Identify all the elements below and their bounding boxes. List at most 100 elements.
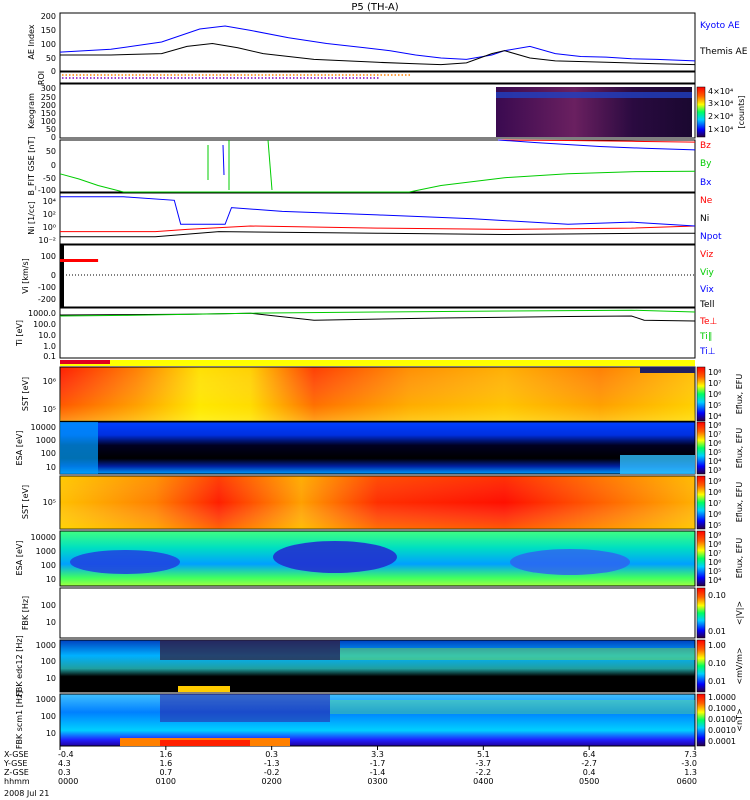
fbk-scm-panel: FBK scm1 [Hz] 1000 100 10 1.0000 0.1000 … — [15, 691, 744, 749]
legend-themis-ae: Themis AE — [699, 47, 748, 57]
esa-ion-end — [620, 455, 695, 474]
density-series-ne-line — [60, 225, 696, 233]
temperature-ytick: 10.0 — [38, 331, 56, 340]
ae-series-kyoto-ae-line — [59, 25, 696, 62]
fbk-edc-panel: FBK edc12 [Hz] 1000 100 10 1.00 0.10 0.0… — [15, 635, 744, 696]
fbk-scm-colorbar — [696, 693, 706, 747]
row-label-z-gse: Z-GSE — [4, 768, 29, 777]
date-label: 2008 Jul 21 — [4, 789, 49, 798]
sst-ion-overlay — [60, 367, 695, 421]
esa-electron-colorbar — [696, 530, 706, 587]
fbk-empty-ylabel: FBK [Hz] — [21, 596, 30, 630]
bfield-series-bz-line — [498, 139, 696, 143]
time-axis-z-value: 0.7 — [159, 768, 172, 777]
ae-ytick: 100 — [41, 40, 56, 49]
density-ytick: 10⁻² — [38, 236, 56, 245]
esa-ion-start — [60, 422, 98, 474]
fbk-edc-spectrogram — [59, 639, 696, 693]
fbk-edc-cb-tick: 0.01 — [708, 677, 726, 686]
legend-vix: Vix — [700, 285, 714, 295]
fbk-empty-cb-label: <|V|> — [735, 601, 744, 625]
sst-ion-cb-tick: 10⁷ — [708, 379, 721, 388]
legend-bx: Bx — [700, 178, 712, 188]
keogram-ytick: 300 — [41, 84, 56, 93]
temperature-ytick: 1.0 — [43, 342, 56, 351]
time-axis-z-value: -0.2 — [264, 768, 280, 777]
sst-ion-cb-tick: 10⁵ — [708, 401, 721, 410]
keogram-yticks: 300 250 200 150 100 50 0 — [41, 84, 56, 142]
keogram-cb-tick: 1×10⁴ — [708, 125, 733, 134]
fbk-empty-panel: FBK [Hz] 100 10 0.10 0.01 <|V|> — [21, 587, 744, 639]
fbk-empty-ytick: 100 — [41, 601, 56, 610]
esa-ion-cb-tick: 10⁶ — [708, 439, 721, 448]
keogram-cb-tick: 3×10⁴ — [708, 99, 733, 108]
time-axis-x-value: 6.4 — [583, 750, 596, 759]
fbk-empty-cb-tick: 0.01 — [708, 627, 726, 636]
esa-ion-ylabel: ESA [eV] — [15, 431, 24, 466]
esa-ion-ytick: 1000 — [36, 436, 56, 445]
fbk-scm-low-core — [160, 740, 250, 746]
esa-ion-ytick: 10000 — [31, 423, 56, 432]
fbk-edc-ylabel: FBK edc12 [Hz] — [15, 635, 24, 696]
sst-electron-colorbar — [696, 475, 706, 530]
time-axis-t-value: 0200 — [261, 777, 281, 786]
legend-tell: Tell — [699, 300, 715, 310]
esa-electron-ytick: 10 — [46, 575, 56, 584]
fbk-edc-ytick: 1000 — [36, 641, 56, 650]
time-axis-x-value: 1.6 — [159, 750, 172, 759]
esa-electron-panel: ESA [eV] 10000 1000 100 10 10⁹ 10⁸ 10⁷ 1… — [15, 530, 744, 587]
sst-ion-ylabel: SST [eV] — [21, 377, 30, 411]
time-axis-y-value: -3.0 — [681, 759, 697, 768]
velocity-ytick: -100 — [38, 283, 56, 292]
time-axis-x-value: 3.3 — [371, 750, 384, 759]
legend-bz: Bz — [700, 141, 711, 151]
esa-ion-panel: ESA [eV] 10000 1000 100 10 10⁸ 10⁷ 10⁶ 1… — [15, 421, 744, 475]
esa-electron-ytick: 1000 — [36, 547, 56, 556]
fbk-edc-colorbar — [696, 639, 706, 693]
density-panel: Ni [1/cc] 10⁴ 10² 10⁰ 10⁻² Ne Ni Npot — [27, 192, 722, 245]
time-axis-t-value: 0600 — [677, 777, 697, 786]
velocity-ytick: 0 — [51, 271, 56, 280]
bfield-ytick: 0 — [51, 161, 56, 170]
time-axis-t-value: 0100 — [156, 777, 176, 786]
time-axis-x-value: 5.1 — [477, 750, 490, 759]
fbk-edc-cb-tick: 1.00 — [708, 641, 726, 650]
esa-ion-cb-tick: 10⁴ — [708, 457, 721, 466]
legend-ti-par: Ti∥ — [699, 332, 712, 342]
sst-ion-colorbar — [696, 366, 706, 422]
temperature-ylabel: Ti [eV] — [15, 320, 24, 347]
esa-ion-cb-label: Eflux, EFU — [735, 428, 744, 469]
roi-panel: ROI — [37, 71, 696, 85]
velocity-frame — [59, 244, 696, 308]
esa-electron-cb-tick: 10⁷ — [708, 549, 721, 558]
fbk-edc-dark — [160, 640, 340, 660]
fbk-empty-cb-tick: 0.10 — [708, 591, 726, 600]
time-axis-y-value: 1.6 — [159, 759, 172, 768]
keogram-ytick: 200 — [41, 101, 56, 110]
sst-ion-panel: SST [eV] 10⁶ 10⁵ 10⁸ 10⁷ 10⁶ 10⁵ 10⁴ Efl… — [21, 366, 744, 422]
fbk-scm-cb-tick: 0.1000 — [708, 704, 736, 713]
sst-electron-ylabel: SST [eV] — [21, 485, 30, 519]
legend-by: By — [700, 159, 712, 169]
sst-ion-ytick: 10⁶ — [43, 377, 56, 386]
esa-electron-ytick: 100 — [41, 561, 56, 570]
legend-ne: Ne — [700, 196, 713, 206]
keogram-ytick: 150 — [41, 109, 56, 118]
fbk-empty-colorbar — [696, 587, 706, 639]
sst-ion-cb-tick: 10⁶ — [708, 390, 721, 399]
ae-yticks: 200 150 100 50 0 — [41, 12, 56, 76]
time-axis-y-value: -1.3 — [264, 759, 280, 768]
time-axis-t-value: 0300 — [367, 777, 387, 786]
fbk-scm-ytick: 1000 — [36, 695, 56, 704]
time-axis-t-value: 0400 — [473, 777, 493, 786]
esa-electron-blob — [70, 550, 180, 574]
time-axis-z-value: 0.3 — [58, 768, 71, 777]
density-plot-area — [60, 196, 696, 238]
bfield-frame — [59, 139, 696, 193]
legend-viz: Viz — [700, 250, 713, 260]
keogram-panel: Keogram 300 250 200 150 100 50 0 4×10⁴ 3… — [27, 83, 746, 142]
bfield-series-by-line — [59, 170, 696, 193]
temperature-ytick: 0.1 — [43, 352, 56, 361]
fbk-empty-frame — [59, 587, 696, 639]
